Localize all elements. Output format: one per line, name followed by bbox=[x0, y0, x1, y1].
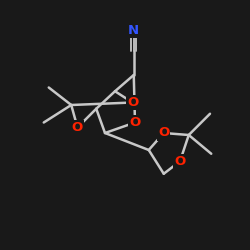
Text: O: O bbox=[127, 96, 138, 109]
Text: O: O bbox=[158, 126, 170, 140]
Text: N: N bbox=[128, 24, 139, 36]
Text: O: O bbox=[72, 121, 83, 134]
Text: O: O bbox=[130, 116, 140, 129]
Text: O: O bbox=[174, 155, 186, 168]
